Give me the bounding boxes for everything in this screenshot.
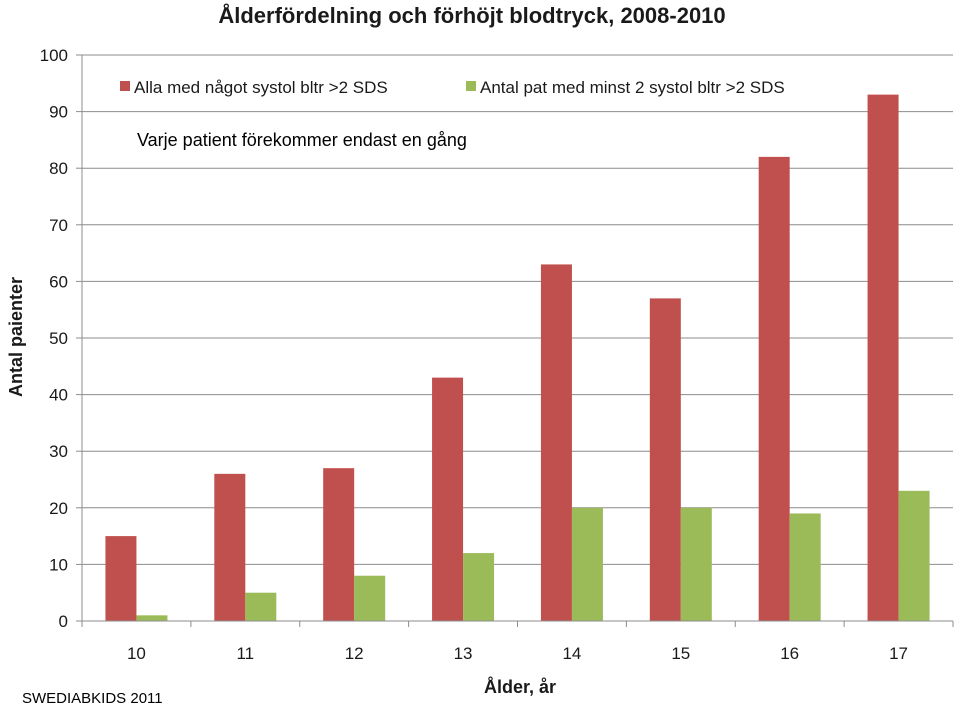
bar-series-1 [105, 536, 137, 621]
bar-series-2 [680, 507, 712, 621]
bar-series-2 [354, 575, 386, 621]
bar-series-2 [789, 513, 821, 621]
legend-label: Antal pat med minst 2 systol bltr >2 SDS [480, 78, 785, 97]
y-axis-label: Antal paienter [6, 277, 26, 397]
x-tick-label: 10 [127, 644, 146, 663]
y-tick-label: 100 [40, 46, 68, 65]
x-tick-label: 15 [671, 644, 690, 663]
bars [105, 94, 930, 622]
bar-series-1 [649, 298, 681, 621]
axes [76, 54, 954, 627]
y-tick-label: 70 [49, 216, 68, 235]
x-tick-label: 13 [454, 644, 473, 663]
x-tick-label: 17 [889, 644, 908, 663]
x-tick-label: 12 [345, 644, 364, 663]
x-tick-label: 11 [236, 644, 254, 663]
y-tick-label: 90 [49, 103, 68, 122]
x-tick-label: 14 [562, 644, 581, 663]
y-tick-label: 80 [49, 159, 68, 178]
legend-label: Alla med något systol bltr >2 SDS [134, 78, 388, 97]
bar-series-1 [758, 156, 790, 621]
y-tick-label: 20 [49, 499, 68, 518]
y-tick-labels: 0 10 20 30 40 50 60 70 80 90 100 [40, 46, 68, 631]
bar-series-1 [214, 473, 246, 621]
bar-series-2 [136, 615, 168, 621]
y-tick-label: 50 [49, 329, 68, 348]
legend: Alla med något systol bltr >2 SDS Antal p… [120, 78, 785, 97]
y-tick-label: 10 [49, 555, 68, 574]
y-tick-label: 0 [59, 612, 68, 631]
x-axis-label: Ålder, år [484, 677, 556, 697]
x-tick-label: 16 [780, 644, 799, 663]
legend-swatch [120, 81, 130, 91]
bar-series-1 [323, 468, 355, 621]
bar-series-2 [463, 553, 495, 621]
x-tick-labels: 10 11 12 13 14 15 16 17 [127, 644, 908, 663]
bar-series-2 [571, 507, 603, 621]
bar-series-1 [867, 94, 899, 622]
bar-series-2 [245, 592, 277, 621]
chart-annotation: Varje patient förekommer endast en gång [137, 130, 467, 150]
bar-series-1 [540, 264, 572, 621]
y-tick-label: 40 [49, 386, 68, 405]
bar-series-2 [898, 490, 930, 621]
legend-swatch [466, 81, 476, 91]
source-credit: SWEDIABKIDS 2011 [22, 690, 163, 707]
chart-title: Ålderfördelning och förhöjt blodtryck, 2… [218, 2, 725, 28]
bar-series-1 [432, 377, 464, 621]
y-tick-label: 30 [49, 442, 68, 461]
y-tick-label: 60 [49, 272, 68, 291]
